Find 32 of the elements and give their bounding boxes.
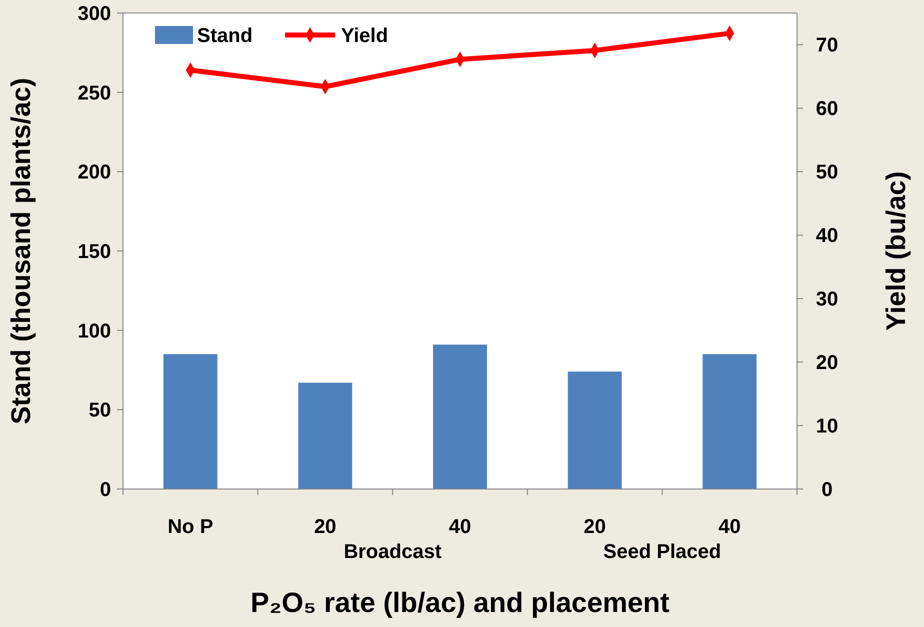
x-tick-label: No P — [168, 516, 214, 538]
y-tick-label: 200 — [78, 162, 111, 184]
text: Seed Placed — [603, 541, 722, 563]
y-tick-label: 100 — [78, 320, 111, 342]
bar — [702, 354, 757, 489]
y2-tick-label: 50 — [816, 162, 838, 184]
y-tick-label: 250 — [78, 82, 111, 104]
bar — [298, 382, 352, 489]
text: Broadcast — [344, 541, 442, 563]
y-tick-label: 0 — [100, 479, 111, 501]
y-tick-label: 300 — [78, 3, 111, 25]
legend-label: Yield — [341, 25, 388, 47]
x-tick-label: 20 — [314, 516, 336, 538]
y2-tick-label: 0 — [821, 479, 833, 501]
x-tick-label: 40 — [448, 516, 472, 538]
x-tick-label: 20 — [584, 516, 606, 538]
bar — [163, 354, 218, 489]
y2-tick-label: 10 — [816, 416, 838, 438]
legend-label: Stand — [197, 25, 253, 47]
y2-tick-label: 70 — [816, 34, 838, 57]
bar — [433, 344, 487, 489]
y-tick-label: 50 — [88, 400, 111, 422]
x-tick-label: 40 — [718, 516, 741, 538]
y-tick-label: 150 — [78, 241, 111, 263]
y2-tick-label: 30 — [816, 288, 838, 311]
y-axis-title: Stand (thousand plants/ac) — [6, 78, 36, 424]
y2-tick-label: 40 — [816, 225, 838, 248]
x-axis-title: P₂O₅ rate (lb/ac) and placement — [250, 587, 670, 618]
y2-axis-title: Yield (bu/ac) — [881, 171, 911, 331]
y2-tick-label: 60 — [816, 98, 838, 120]
bar — [568, 372, 622, 489]
y2-tick-label: 20 — [816, 352, 838, 374]
